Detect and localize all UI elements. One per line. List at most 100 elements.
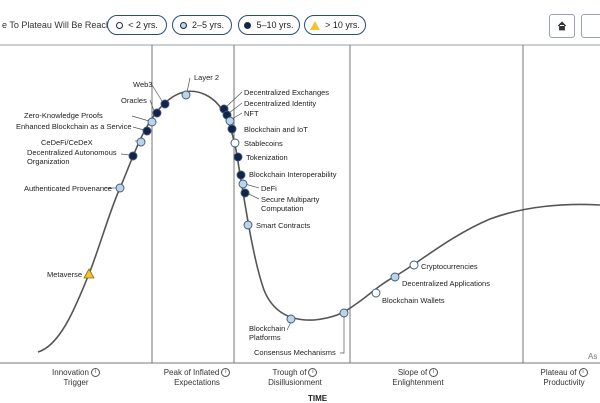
marker-enhanced-blockchain-as-a-service[interactable]: [142, 126, 152, 136]
marker-blockchain-wallets[interactable]: [371, 288, 381, 298]
label-blockchain-wallets[interactable]: Blockchain Wallets: [382, 296, 445, 305]
leader-line: [228, 102, 243, 114]
legend-label: 2–5 yrs.: [191, 20, 224, 30]
phase-line2: Disillusionment: [268, 378, 322, 387]
time-axis-label: TIME: [308, 394, 328, 403]
phase-line1: Slope of: [397, 368, 428, 377]
marker-tokenization[interactable]: [233, 152, 243, 162]
legend-filter-5to10[interactable]: 5–10 yrs.: [238, 15, 300, 35]
phase-line1: Innovation: [52, 368, 89, 377]
info-icon[interactable]: i: [578, 368, 588, 377]
label-nft[interactable]: NFT: [244, 109, 259, 118]
next-button[interactable]: [581, 14, 600, 38]
marker-zero-knowledge-proofs[interactable]: [147, 117, 157, 127]
legend-bar: e To Plateau Will Be Reached: < 2 yrs. 2…: [0, 0, 600, 50]
marker-blockchain-interoperability[interactable]: [236, 170, 246, 180]
navy-circle-icon: [244, 21, 252, 29]
warning-triangle-icon: [310, 20, 321, 30]
leader-lines: [103, 77, 345, 354]
label-consensus-mechanisms[interactable]: Consensus Mechanisms: [254, 348, 336, 357]
phase-plateau[interactable]: Plateau of i Productivity: [528, 368, 600, 388]
legend-filter-2to5[interactable]: 2–5 yrs.: [172, 15, 232, 35]
phase-peak[interactable]: Peak of Inflated i Expectations: [156, 368, 238, 388]
legend-title: e To Plateau Will Be Reached:: [2, 20, 124, 30]
label-cedefi-cedex[interactable]: CeDeFi/CeDeX: [41, 138, 93, 147]
home-icon: [557, 21, 567, 31]
info-icon[interactable]: i: [308, 368, 318, 377]
label-decentralized-autonomous-organization[interactable]: Decentralized Autonomous Organization: [27, 148, 117, 166]
info-icon[interactable]: i: [90, 368, 100, 377]
marker-blockchain-and-iot[interactable]: [227, 124, 237, 134]
label-metaverse[interactable]: Metaverse: [47, 270, 82, 279]
label-decentralized-exchanges[interactable]: Decentralized Exchanges: [244, 88, 329, 97]
phase-trough[interactable]: Trough of i Disillusionment: [256, 368, 334, 388]
marker-cryptocurrencies[interactable]: [409, 260, 419, 270]
label-blockchain-interoperability[interactable]: Blockchain Interoperability: [249, 170, 337, 179]
axis-corner-label: As: [588, 352, 598, 361]
label-decentralized-applications[interactable]: Decentralized Applications: [402, 279, 490, 288]
leader-line: [120, 153, 131, 156]
phase-line2: Enlightenment: [392, 378, 444, 387]
phase-line1: Plateau of: [540, 368, 577, 377]
info-icon[interactable]: i: [429, 368, 439, 377]
leader-line: [149, 99, 155, 112]
info-icon[interactable]: i: [221, 368, 231, 377]
leader-line: [225, 91, 243, 108]
phase-line1: Peak of Inflated: [163, 368, 220, 377]
label-cryptocurrencies[interactable]: Cryptocurrencies: [421, 262, 478, 271]
leader-line: [231, 112, 243, 120]
label-layer-2[interactable]: Layer 2: [194, 73, 219, 82]
marker-metaverse[interactable]: [83, 268, 95, 279]
phase-line1: Trough of: [272, 368, 307, 377]
home-button[interactable]: [549, 14, 575, 38]
label-tokenization[interactable]: Tokenization: [246, 153, 288, 162]
legend-label: > 10 yrs.: [325, 20, 360, 30]
marker-defi[interactable]: [238, 179, 248, 189]
label-secure-multiparty-computation[interactable]: Secure Multiparty Computation: [261, 195, 320, 213]
label-web3[interactable]: Web3: [133, 80, 152, 89]
phase-line2: Productivity: [543, 378, 585, 387]
label-zero-knowledge-proofs[interactable]: Zero-Knowledge Proofs: [24, 111, 103, 120]
marker-secure-multiparty-computation[interactable]: [240, 188, 250, 198]
tech-labels: Metaverse Authenticated Provenance Decentr…: [16, 73, 490, 357]
marker-authenticated-provenance[interactable]: [115, 183, 125, 193]
marker-web3[interactable]: [160, 99, 170, 109]
label-blockchain-platforms[interactable]: Blockchain Platforms: [249, 324, 285, 342]
phase-line2: Trigger: [63, 378, 89, 387]
phase-dividers: [0, 44, 600, 364]
phase-innovation-trigger[interactable]: Innovation i Trigger: [40, 368, 112, 388]
marker-decentralized-applications[interactable]: [390, 272, 400, 282]
phase-slope[interactable]: Slope of i Enlightenment: [380, 368, 456, 388]
leader-line: [131, 115, 150, 122]
lightblue-circle-icon: [179, 21, 187, 29]
phase-line2: Expectations: [174, 378, 220, 387]
tech-markers: [83, 90, 419, 324]
label-oracles[interactable]: Oracles: [121, 96, 147, 105]
marker-cedefi-cedex[interactable]: [136, 137, 146, 147]
legend-filter-lt2[interactable]: < 2 yrs.: [107, 15, 167, 35]
label-stablecoins[interactable]: Stablecoins: [244, 139, 283, 148]
legend-filter-gt10[interactable]: > 10 yrs.: [304, 15, 366, 35]
marker-oracles[interactable]: [152, 108, 162, 118]
leader-line: [132, 126, 145, 131]
marker-decentralized-autonomous-organization[interactable]: [128, 151, 138, 161]
marker-smart-contracts[interactable]: [243, 220, 253, 230]
marker-layer-2[interactable]: [181, 90, 191, 100]
legend-label: 5–10 yrs.: [256, 20, 294, 30]
marker-stablecoins[interactable]: [230, 138, 240, 148]
label-decentralized-identity[interactable]: Decentralized Identity: [244, 99, 316, 108]
leader-line: [186, 77, 191, 93]
marker-blockchain-platforms[interactable]: [286, 314, 296, 324]
label-authenticated-provenance[interactable]: Authenticated Provenance: [24, 184, 112, 193]
marker-consensus-mechanisms[interactable]: [339, 308, 349, 318]
white-circle-icon: [116, 21, 124, 29]
marker-nft[interactable]: [225, 116, 235, 126]
hype-curve: [37, 90, 600, 353]
label-enhanced-blockchain-as-a-service[interactable]: Enhanced Blockchain as a Service: [16, 122, 132, 131]
leader-line: [151, 84, 163, 102]
legend-label: < 2 yrs.: [128, 20, 158, 30]
label-blockchain-and-iot[interactable]: Blockchain and IoT: [244, 125, 308, 134]
label-defi[interactable]: DeFi: [261, 184, 277, 193]
label-smart-contracts[interactable]: Smart Contracts: [256, 221, 310, 230]
